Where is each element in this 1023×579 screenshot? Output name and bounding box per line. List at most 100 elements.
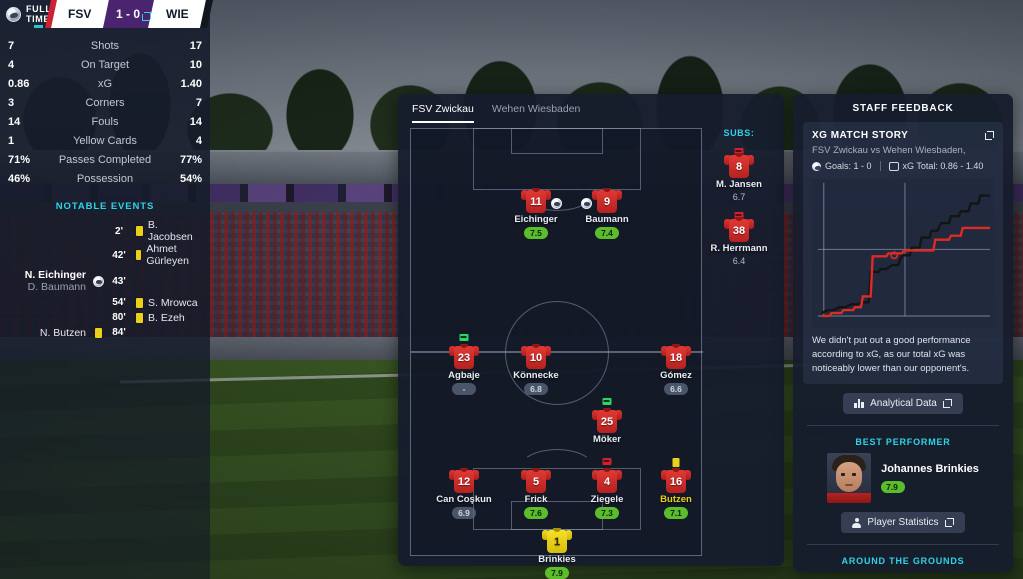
player-ziegele[interactable]: 4 Ziegele 7.3 <box>570 458 644 519</box>
bar-chart-icon <box>854 399 864 409</box>
sub-player-jansen[interactable]: 8 M. Jansen 6.7 <box>704 148 774 202</box>
goals-meta: Goals: 1 - 0 <box>812 161 872 171</box>
subs-title: SUBS: <box>723 128 755 138</box>
away-team-abbr[interactable]: WIE <box>147 0 206 28</box>
xg-match-story-card[interactable]: XG MATCH STORY FSV Zwickau vs Wehen Wies… <box>803 122 1003 385</box>
tab-fsv-zwickau[interactable]: FSV Zwickau <box>412 103 474 123</box>
goalkeeper-shirt-icon: 1 <box>542 527 572 553</box>
away-team-label: WIE <box>165 7 188 21</box>
player-statistics-button[interactable]: Player Statistics <box>841 512 965 534</box>
player-frick[interactable]: 5 Frick 7.6 <box>499 467 573 519</box>
xg-line-opponent <box>821 194 991 315</box>
list-item: 80' B. Ezeh <box>6 310 204 325</box>
player-rating: 6.8 <box>524 383 548 395</box>
match-stats-panel: FULL TIME FSV 1 - 0 WIE MATCH STATS 7 Sh… <box>0 0 213 579</box>
yellow-card-icon <box>94 327 102 338</box>
expand-icon[interactable] <box>985 131 994 140</box>
player-name: M. Jansen <box>716 179 762 190</box>
app-logo <box>0 0 27 28</box>
event-away: Ahmet Gürleyen <box>132 243 204 267</box>
person-icon <box>852 517 862 528</box>
xg-line-fsv <box>821 226 991 318</box>
xg-total-label: xG Total: 0.86 - 1.40 <box>902 161 984 171</box>
player-name: R. Herrmann <box>710 243 768 254</box>
event-home: N. Butzen <box>6 327 90 339</box>
player-can-coskun[interactable]: 12 Can Coşkun 6.9 <box>427 467 501 519</box>
player-name: Can Coşkun <box>436 494 492 505</box>
player-rating: - <box>452 383 476 395</box>
shirt-number: 8 <box>735 161 743 173</box>
goals-label: Goals: 1 - 0 <box>825 161 872 171</box>
home-team-abbr[interactable]: FSV <box>50 0 109 28</box>
score-label: 1 - 0 <box>116 7 141 21</box>
player-name: Möker <box>593 434 621 445</box>
xg-story-heading: XG MATCH STORY <box>812 130 909 141</box>
player-eichinger[interactable]: 11 Eichinger 7.5 <box>499 187 573 239</box>
divider <box>879 161 881 171</box>
stat-away: 10 <box>189 58 202 71</box>
player-name: Baumann <box>585 214 629 225</box>
substitution-badge <box>602 458 612 465</box>
event-away: B. Ezeh <box>132 312 204 324</box>
stat-home: 71% <box>8 153 31 166</box>
shirt-icon: 12 <box>449 467 479 493</box>
player-agbaje[interactable]: 23 Agbaje - <box>427 334 501 395</box>
xg-chart <box>812 179 994 327</box>
event-icon-slot <box>90 275 106 287</box>
shirt-number: 38 <box>732 225 746 237</box>
divider <box>807 544 999 546</box>
shirt-number: 5 <box>532 476 540 488</box>
shirt-icon: 5 <box>521 467 551 493</box>
xg-chart-svg <box>817 182 991 318</box>
event-minute: 54' <box>112 297 126 308</box>
goal-ball-icon <box>92 275 104 287</box>
sub-off-icon <box>734 212 744 219</box>
centre-circle <box>505 301 609 405</box>
event-home-name: N. Butzen <box>39 326 86 339</box>
stat-home: 1 <box>8 134 15 147</box>
player-name: Frick <box>524 494 548 505</box>
player-brinkies[interactable]: 1 Brinkies 7.9 <box>520 527 594 579</box>
player-moker[interactable]: 25 Möker <box>570 398 644 445</box>
table-row: 0.86 xG 1.40 <box>8 74 202 93</box>
player-rating: 6.7 <box>732 192 746 202</box>
shirt-number: 12 <box>457 476 471 488</box>
stat-home: 14 <box>8 115 21 128</box>
event-away-name: B. Jacobsen <box>147 219 193 243</box>
shirt-icon: 10 <box>521 343 551 369</box>
event-away-name: Ahmet Gürleyen <box>146 243 189 267</box>
xg-meta: xG Total: 0.86 - 1.40 <box>888 161 984 171</box>
player-gomez[interactable]: 18 Gómez 6.6 <box>639 343 713 395</box>
stat-label: Passes Completed <box>58 153 152 166</box>
substitution-badge <box>734 148 744 155</box>
player-baumann[interactable]: 9 Baumann 7.4 <box>570 187 644 239</box>
shirt-icon: 11 <box>521 187 551 213</box>
avatar <box>827 453 872 504</box>
event-assist: D. Baumann <box>27 281 86 293</box>
six-yard-top <box>511 128 603 154</box>
event-away-name: B. Ezeh <box>148 311 185 324</box>
player-name: Ziegele <box>590 494 624 505</box>
event-minute: 80' <box>112 312 126 323</box>
penalty-arc-top <box>519 171 595 211</box>
notable-events-list: 2' B. Jacobsen 42' Ahmet Gürleyen N. Eic… <box>0 219 210 340</box>
stat-away: 17 <box>189 39 202 52</box>
sub-player-herrmann[interactable]: 38 R. Herrmann 6.4 <box>704 212 774 266</box>
shirt-icon: 4 <box>592 467 622 493</box>
player-butzen[interactable]: 16 Butzen 7.1 <box>639 458 713 519</box>
substitution-badge <box>602 398 612 405</box>
tab-wehen-wiesbaden[interactable]: Wehen Wiesbaden <box>491 103 581 115</box>
penalty-arc-bottom <box>519 449 595 489</box>
shirt-icon: 23 <box>449 343 479 369</box>
shirt-icon: 18 <box>661 343 691 369</box>
event-away: S. Mrowca <box>132 297 204 309</box>
player-konnecke[interactable]: 10 Könnecke 6.8 <box>499 343 573 395</box>
best-performer[interactable]: Johannes Brinkies 7.9 <box>793 453 1013 504</box>
analytical-data-button[interactable]: Analytical Data <box>843 393 963 415</box>
player-name: Brinkies <box>538 554 576 565</box>
best-performer-rating: 7.9 <box>881 481 906 494</box>
player-statistics-label: Player Statistics <box>867 517 939 529</box>
team-tabs: FSV Zwickau Wehen Wiesbaden <box>398 94 784 123</box>
feedback-text: We didn't put out a good performance acc… <box>812 335 971 374</box>
stat-home: 0.86 <box>8 77 30 90</box>
